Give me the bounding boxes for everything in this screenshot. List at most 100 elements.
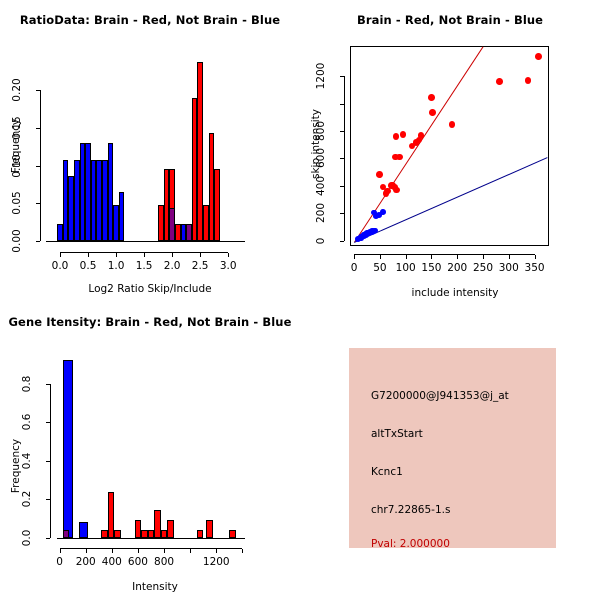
panel-intensity-scatter: Brain - Red, Not Brain - Blue skip inten… <box>300 0 600 300</box>
histogram-bar <box>160 529 168 538</box>
histogram-bar <box>90 160 97 241</box>
x-axis-tick <box>60 253 61 257</box>
x-axis-tick <box>137 549 139 553</box>
x-axis-tick <box>354 255 356 259</box>
x-axis-tick <box>216 549 218 553</box>
x-axis-tick-label: 50 <box>373 262 387 274</box>
histogram-bar <box>113 204 119 241</box>
x-axis-tick <box>242 549 244 553</box>
histogram-bar-overlap <box>169 207 175 241</box>
x-axis-tick-label: 200 <box>447 262 468 274</box>
histogram-bar <box>174 224 181 241</box>
panel-gene-intensity-histogram: Gene Itensity: Brain - Red, Not Brain - … <box>0 300 300 600</box>
x-axis-tick <box>457 255 459 259</box>
y-axis-tick-label: 0.8 <box>21 375 33 393</box>
scatter-point <box>380 208 386 215</box>
scatter-point <box>417 132 425 140</box>
x-axis-tick-label: 2.0 <box>163 260 181 272</box>
scatter-point <box>371 227 378 234</box>
histogram-bar <box>68 176 75 241</box>
y-axis-tick <box>36 203 40 205</box>
histogram-bar <box>229 529 236 538</box>
y-axis-tick <box>36 127 40 129</box>
y-axis-tick <box>340 76 344 78</box>
panel-probeset-info: G7200000@J941353@j_at altTxStart Kcnc1 c… <box>300 300 600 600</box>
scatter-point <box>379 183 387 191</box>
scatter-point <box>392 153 399 161</box>
x-axis-tick <box>164 549 166 553</box>
x-axis-tick <box>116 253 118 257</box>
histogram-bar <box>62 359 73 538</box>
y-axis-tick-label: 0.2 <box>21 491 33 508</box>
x-axis-tick-label: 3.0 <box>219 260 237 272</box>
y-axis-tick <box>46 499 50 501</box>
x-axis-tick <box>483 255 484 259</box>
histogram-bar <box>134 519 142 538</box>
histogram-bar <box>85 142 91 241</box>
x-axis-tick-label: 0.5 <box>79 260 97 272</box>
gene-symbol-text: Kcnc1 <box>371 466 403 478</box>
y-axis-tick-label: 0.4 <box>21 452 33 470</box>
plot-frame <box>350 46 549 246</box>
y-axis-tick <box>340 103 344 105</box>
x-axis-tick-label: 0 <box>56 556 63 568</box>
y-axis-tick <box>36 90 40 92</box>
y-axis-tick-label: 800 <box>315 120 327 141</box>
histogram-bar <box>202 204 209 241</box>
scatter-title: Brain - Red, Not Brain - Blue <box>356 13 544 27</box>
y-axis-tick <box>340 240 344 242</box>
x-axis-tick <box>190 549 192 553</box>
scatter-point <box>448 121 456 129</box>
histogram-bar <box>158 204 164 241</box>
scatter-xlabel: include intensity <box>411 287 499 299</box>
x-axis-tick <box>200 253 202 257</box>
x-axis-line <box>60 252 229 253</box>
scatter-plot-area: 0 200 400 600 800 1200 0 50 100 150 200 250 300 350 <box>315 46 549 274</box>
pval-text: Pval: 2.000000 <box>371 538 450 550</box>
y-axis-tick <box>46 422 50 424</box>
histogram-bar <box>214 169 220 241</box>
y-axis-tick <box>340 158 344 160</box>
histogram-bar <box>191 97 198 241</box>
scatter-point <box>376 212 382 218</box>
histogram-bar <box>107 492 115 538</box>
y-axis-tick <box>36 241 40 242</box>
y-axis-tick-label: 0.6 <box>21 414 33 431</box>
y-axis-tick <box>46 460 50 462</box>
scatter-point <box>399 131 407 138</box>
x-axis-line <box>59 548 243 549</box>
histogram-bar <box>101 529 108 538</box>
x-axis-tick-label: 150 <box>421 262 442 274</box>
scatter-point <box>415 136 423 144</box>
y-axis-tick-label: 0.0 <box>21 529 33 547</box>
x-axis-tick-label: 300 <box>498 262 519 274</box>
histogram-bar <box>141 529 148 538</box>
x-axis-tick-label: 800 <box>154 556 175 568</box>
x-axis-tick <box>88 253 90 257</box>
event-type-text: altTxStart <box>371 428 423 440</box>
panel-ratio-histogram: RatioData: Brain - Red, Not Brain - Blue… <box>0 0 300 300</box>
histogram-bar <box>180 224 187 241</box>
y-axis-tick <box>340 130 344 132</box>
scatter-point <box>428 94 435 101</box>
histogram-bar <box>102 160 108 241</box>
x-axis-tick-label: 1200 <box>202 556 230 568</box>
scatter-point <box>496 78 503 85</box>
histogram-bar <box>74 160 80 241</box>
x-axis-tick-label: 200 <box>75 556 96 568</box>
x-axis-tick <box>111 549 113 553</box>
x-axis-tick-label: 2.5 <box>191 260 209 272</box>
scatter-point <box>384 187 391 195</box>
x-axis-tick <box>144 253 146 257</box>
gene-histogram-title: Gene Itensity: Brain - Red, Not Brain - … <box>8 315 292 329</box>
x-axis-tick <box>59 549 61 553</box>
histogram-bar <box>163 169 170 241</box>
x-axis-tick-label: 400 <box>101 556 122 568</box>
histogram-bar <box>147 529 155 538</box>
x-axis-tick <box>534 255 536 259</box>
x-axis-tick-label: 0 <box>350 262 358 274</box>
gene-histogram-xlabel: Intensity <box>132 581 178 593</box>
scatter-point <box>376 171 383 179</box>
histogram-bar <box>107 142 114 241</box>
